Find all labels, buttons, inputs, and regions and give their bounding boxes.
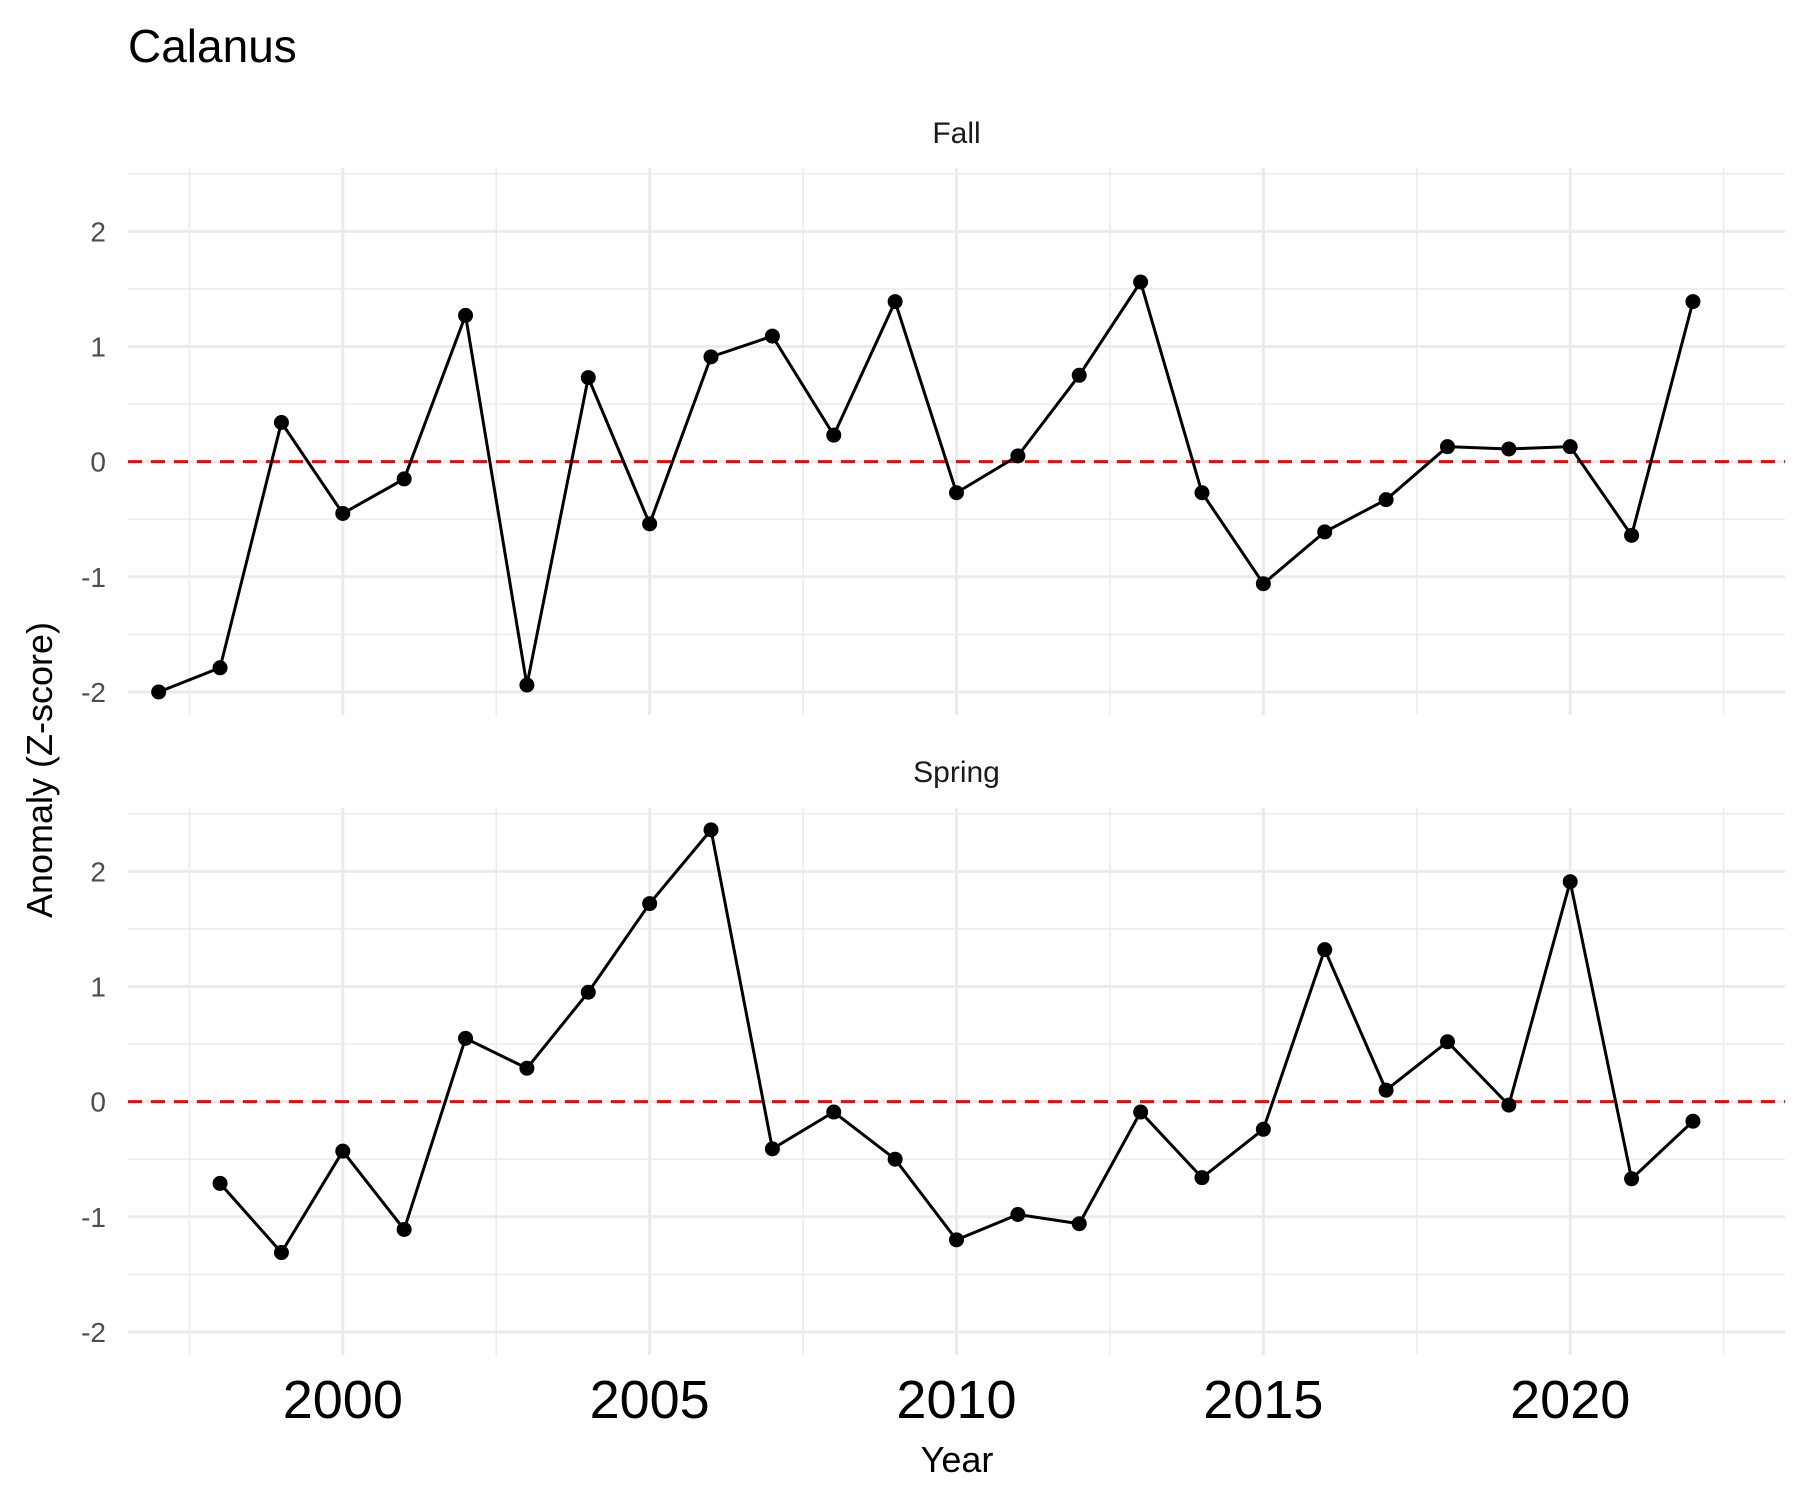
chart-title: Calanus: [128, 20, 297, 72]
x-axis-ticks: 2000 2005 2010 2015 2020: [283, 1370, 1631, 1430]
data-point: [703, 349, 719, 365]
y-tick-label: 2: [90, 856, 106, 887]
data-point: [1133, 274, 1149, 290]
data-point: [1010, 1207, 1026, 1223]
data-point: [273, 1245, 289, 1261]
y-tick-label: 0: [90, 447, 106, 478]
panel-strip-label: Fall: [932, 117, 980, 150]
y-tick-label: -2: [81, 677, 106, 708]
y-tick-label: -1: [81, 562, 106, 593]
data-point: [887, 1151, 903, 1167]
panel-fall: Fall -2 -1 0 1 2: [81, 117, 1785, 715]
x-tick-label: 2010: [896, 1370, 1016, 1430]
data-point: [1501, 441, 1517, 457]
data-point: [1624, 527, 1640, 543]
data-point: [642, 896, 658, 912]
data-point: [1255, 1121, 1271, 1137]
data-point: [1439, 439, 1455, 455]
y-tick-label: 0: [90, 1087, 106, 1118]
data-point: [826, 1104, 842, 1120]
data-point: [1624, 1171, 1640, 1187]
data-point: [1317, 942, 1333, 958]
x-tick-label: 2000: [283, 1370, 403, 1430]
data-point: [949, 485, 964, 501]
data-point: [826, 427, 842, 443]
data-point: [1133, 1104, 1149, 1120]
data-point: [887, 294, 903, 310]
data-point: [458, 1030, 474, 1046]
x-tick-label: 2005: [590, 1370, 710, 1430]
y-tick-label: -2: [81, 1317, 106, 1348]
x-axis-title: Year: [921, 1439, 994, 1480]
data-point: [396, 471, 412, 487]
data-point: [1194, 1170, 1210, 1186]
data-point: [764, 1141, 780, 1157]
y-tick-label: 2: [90, 216, 106, 247]
data-point: [1685, 294, 1701, 310]
data-point: [1685, 1113, 1701, 1129]
data-point: [949, 1232, 964, 1248]
y-axis-title: Anomaly (Z-score): [19, 622, 60, 918]
data-point: [1378, 492, 1394, 508]
data-point: [1439, 1034, 1455, 1050]
panel-strip-label: Spring: [913, 756, 1000, 789]
data-point: [212, 660, 228, 676]
data-point: [1378, 1082, 1394, 1098]
data-point: [1255, 576, 1271, 592]
y-tick-label: 1: [90, 331, 106, 362]
data-point: [519, 677, 535, 693]
data-point: [212, 1175, 228, 1191]
y-tick-label: -1: [81, 1202, 106, 1233]
panel-spring: Spring -2 -1 0 1 2: [81, 756, 1785, 1355]
data-point: [764, 328, 780, 344]
data-point: [642, 516, 658, 532]
data-point: [703, 822, 719, 838]
data-point: [580, 984, 596, 1000]
data-point: [1562, 439, 1578, 455]
data-point: [335, 505, 351, 521]
data-point: [1317, 524, 1333, 540]
x-tick-label: 2020: [1510, 1370, 1630, 1430]
data-point: [151, 684, 167, 700]
data-point: [335, 1143, 351, 1159]
data-point: [1501, 1097, 1517, 1113]
data-point: [396, 1221, 412, 1237]
data-point: [273, 414, 289, 430]
data-point: [458, 307, 474, 323]
panels: Fall -2 -1 0 1 2 Spring -2 -1 0 1 2: [81, 117, 1785, 1355]
data-point: [580, 370, 596, 386]
data-point: [1071, 367, 1087, 383]
data-point: [1562, 874, 1578, 890]
data-point: [519, 1060, 535, 1076]
x-tick-label: 2015: [1203, 1370, 1323, 1430]
data-point: [1194, 485, 1210, 501]
series-line: [158, 280, 1695, 694]
data-point: [1010, 448, 1026, 464]
data-point: [1071, 1216, 1087, 1232]
y-tick-label: 1: [90, 971, 106, 1002]
